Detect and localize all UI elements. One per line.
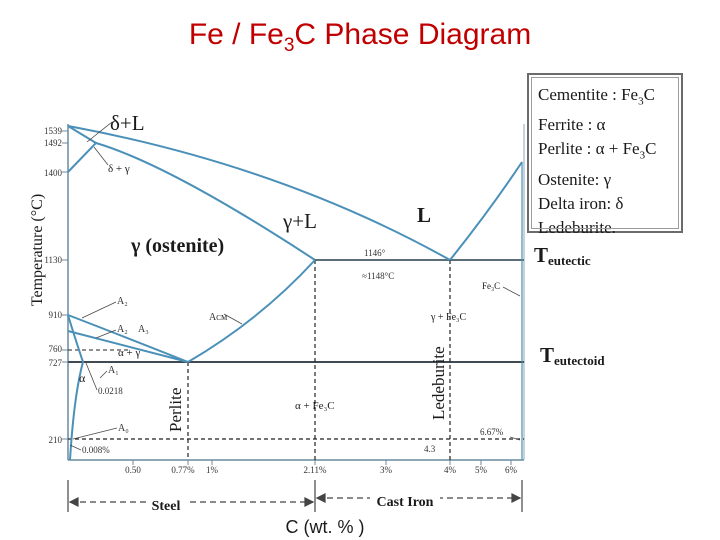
acm-label: Aᴄᴍ — [209, 312, 228, 323]
arrow-head — [68, 497, 79, 507]
austenite-label: γ (ostenite) — [130, 235, 224, 257]
ferrite-solvus-curve — [67, 314, 85, 461]
alpha-fe3c-label: α + Fe₃C — [295, 400, 335, 412]
page-title: Fe / Fe3C Phase Diagram — [188, 18, 532, 56]
leader-line — [223, 313, 243, 325]
y-axis-label: Temperature (°C) — [29, 194, 46, 306]
y-tick-label: 760 — [49, 344, 63, 354]
eutectoid-label: Teutectoid — [540, 343, 605, 368]
leader-line — [93, 146, 109, 166]
ledeburite-label: Ledeburite — [429, 346, 448, 420]
x-axis-label: C (wt. % ) — [286, 517, 365, 537]
leader-line — [502, 286, 521, 297]
x-tick-label: 1% — [206, 465, 219, 475]
steel-range-label: Steel — [152, 499, 181, 514]
legend-item-ledeburite: Ledeburite. — [538, 217, 616, 237]
alpha-gamma-label: α + γ — [118, 347, 140, 359]
legend-item-delta-iron: Delta iron: δ — [538, 193, 624, 213]
leader-line — [86, 121, 113, 143]
y-tick-label: 1539 — [44, 126, 63, 136]
y-tick-label: 727 — [49, 358, 63, 368]
delta-liquid-label: δ+L — [110, 111, 145, 135]
x-tick-label: 0.77% — [171, 465, 195, 475]
x-tick-label: 6% — [505, 465, 518, 475]
x-tick-label: 3% — [380, 465, 393, 475]
legend-item-cementite: Cementite : Fe3C — [538, 85, 655, 108]
a2-label: A₂ — [117, 324, 128, 335]
leader-line — [99, 370, 108, 379]
y-tick-label: 210 — [49, 435, 63, 445]
composition-00218-label: 0.0218 — [98, 386, 123, 396]
gamma-fe3c-label: γ + Fe₃C — [430, 312, 467, 323]
leader-line — [85, 362, 98, 391]
y-tick-marks — [62, 130, 68, 440]
eutectic-label: Teutectic — [534, 243, 591, 268]
liquidus-left-curve — [67, 125, 451, 261]
x-tick-marks — [132, 460, 512, 465]
acm-line — [187, 259, 316, 363]
leader-line — [95, 329, 117, 339]
x-tick-label: 2.11% — [304, 465, 327, 475]
composition-0008-label: 0.008% — [82, 445, 110, 455]
x-tick-label: 0.50 — [125, 465, 141, 475]
perlite-label: Perlite — [166, 388, 185, 432]
a3-label: A₃ — [138, 324, 149, 335]
a2-upper-label: A₂ — [117, 296, 128, 307]
delta-gamma-label: δ + γ — [108, 163, 130, 175]
arrow-head — [304, 497, 315, 507]
x-tick-label: 5% — [475, 465, 488, 475]
leader-line — [69, 444, 82, 451]
composition-667-label: 6.67% — [480, 427, 504, 437]
legend-item-ostenite: Ostenite: γ — [538, 169, 612, 189]
leader-line — [72, 427, 118, 440]
leader-line — [81, 301, 117, 319]
y-tick-label: 1492 — [44, 138, 62, 148]
leader-line — [509, 436, 521, 441]
fe3c-region-label: Fe₃C — [482, 281, 500, 291]
composition-43-label: 4.3 — [424, 444, 436, 454]
plot-area — [68, 124, 524, 460]
x-tick-label: 4% — [444, 465, 457, 475]
alpha-label: α — [79, 371, 86, 385]
legend-item-ferrite: Ferrite : α — [538, 115, 606, 135]
y-tick-label: 910 — [49, 310, 63, 320]
liquid-label: L — [417, 203, 431, 227]
a0-label: A₀ — [118, 423, 129, 434]
gamma-liquid-label: γ+L — [282, 209, 317, 233]
arrow-head — [315, 493, 326, 503]
arrow-head — [511, 493, 522, 503]
eutectic-approx-label: ≈1148°C — [362, 271, 394, 281]
a3-line — [67, 314, 189, 363]
perlite-left-curve — [67, 330, 189, 363]
legend-item-perlite: Perlite : α + Fe3C — [538, 139, 657, 162]
gamma-liquid-solidus — [95, 142, 316, 261]
cast-iron-range-label: Cast Iron — [377, 495, 434, 510]
a1-label: A₁ — [108, 365, 119, 376]
y-tick-label: 1400 — [44, 168, 63, 178]
legend-box: Cementite : Fe3C Ferrite : α Perlite : α… — [527, 73, 683, 237]
liquidus-right-curve — [449, 161, 523, 261]
y-tick-label: 1130 — [44, 255, 62, 265]
eutectic-temp-label: 1146° — [364, 248, 386, 258]
